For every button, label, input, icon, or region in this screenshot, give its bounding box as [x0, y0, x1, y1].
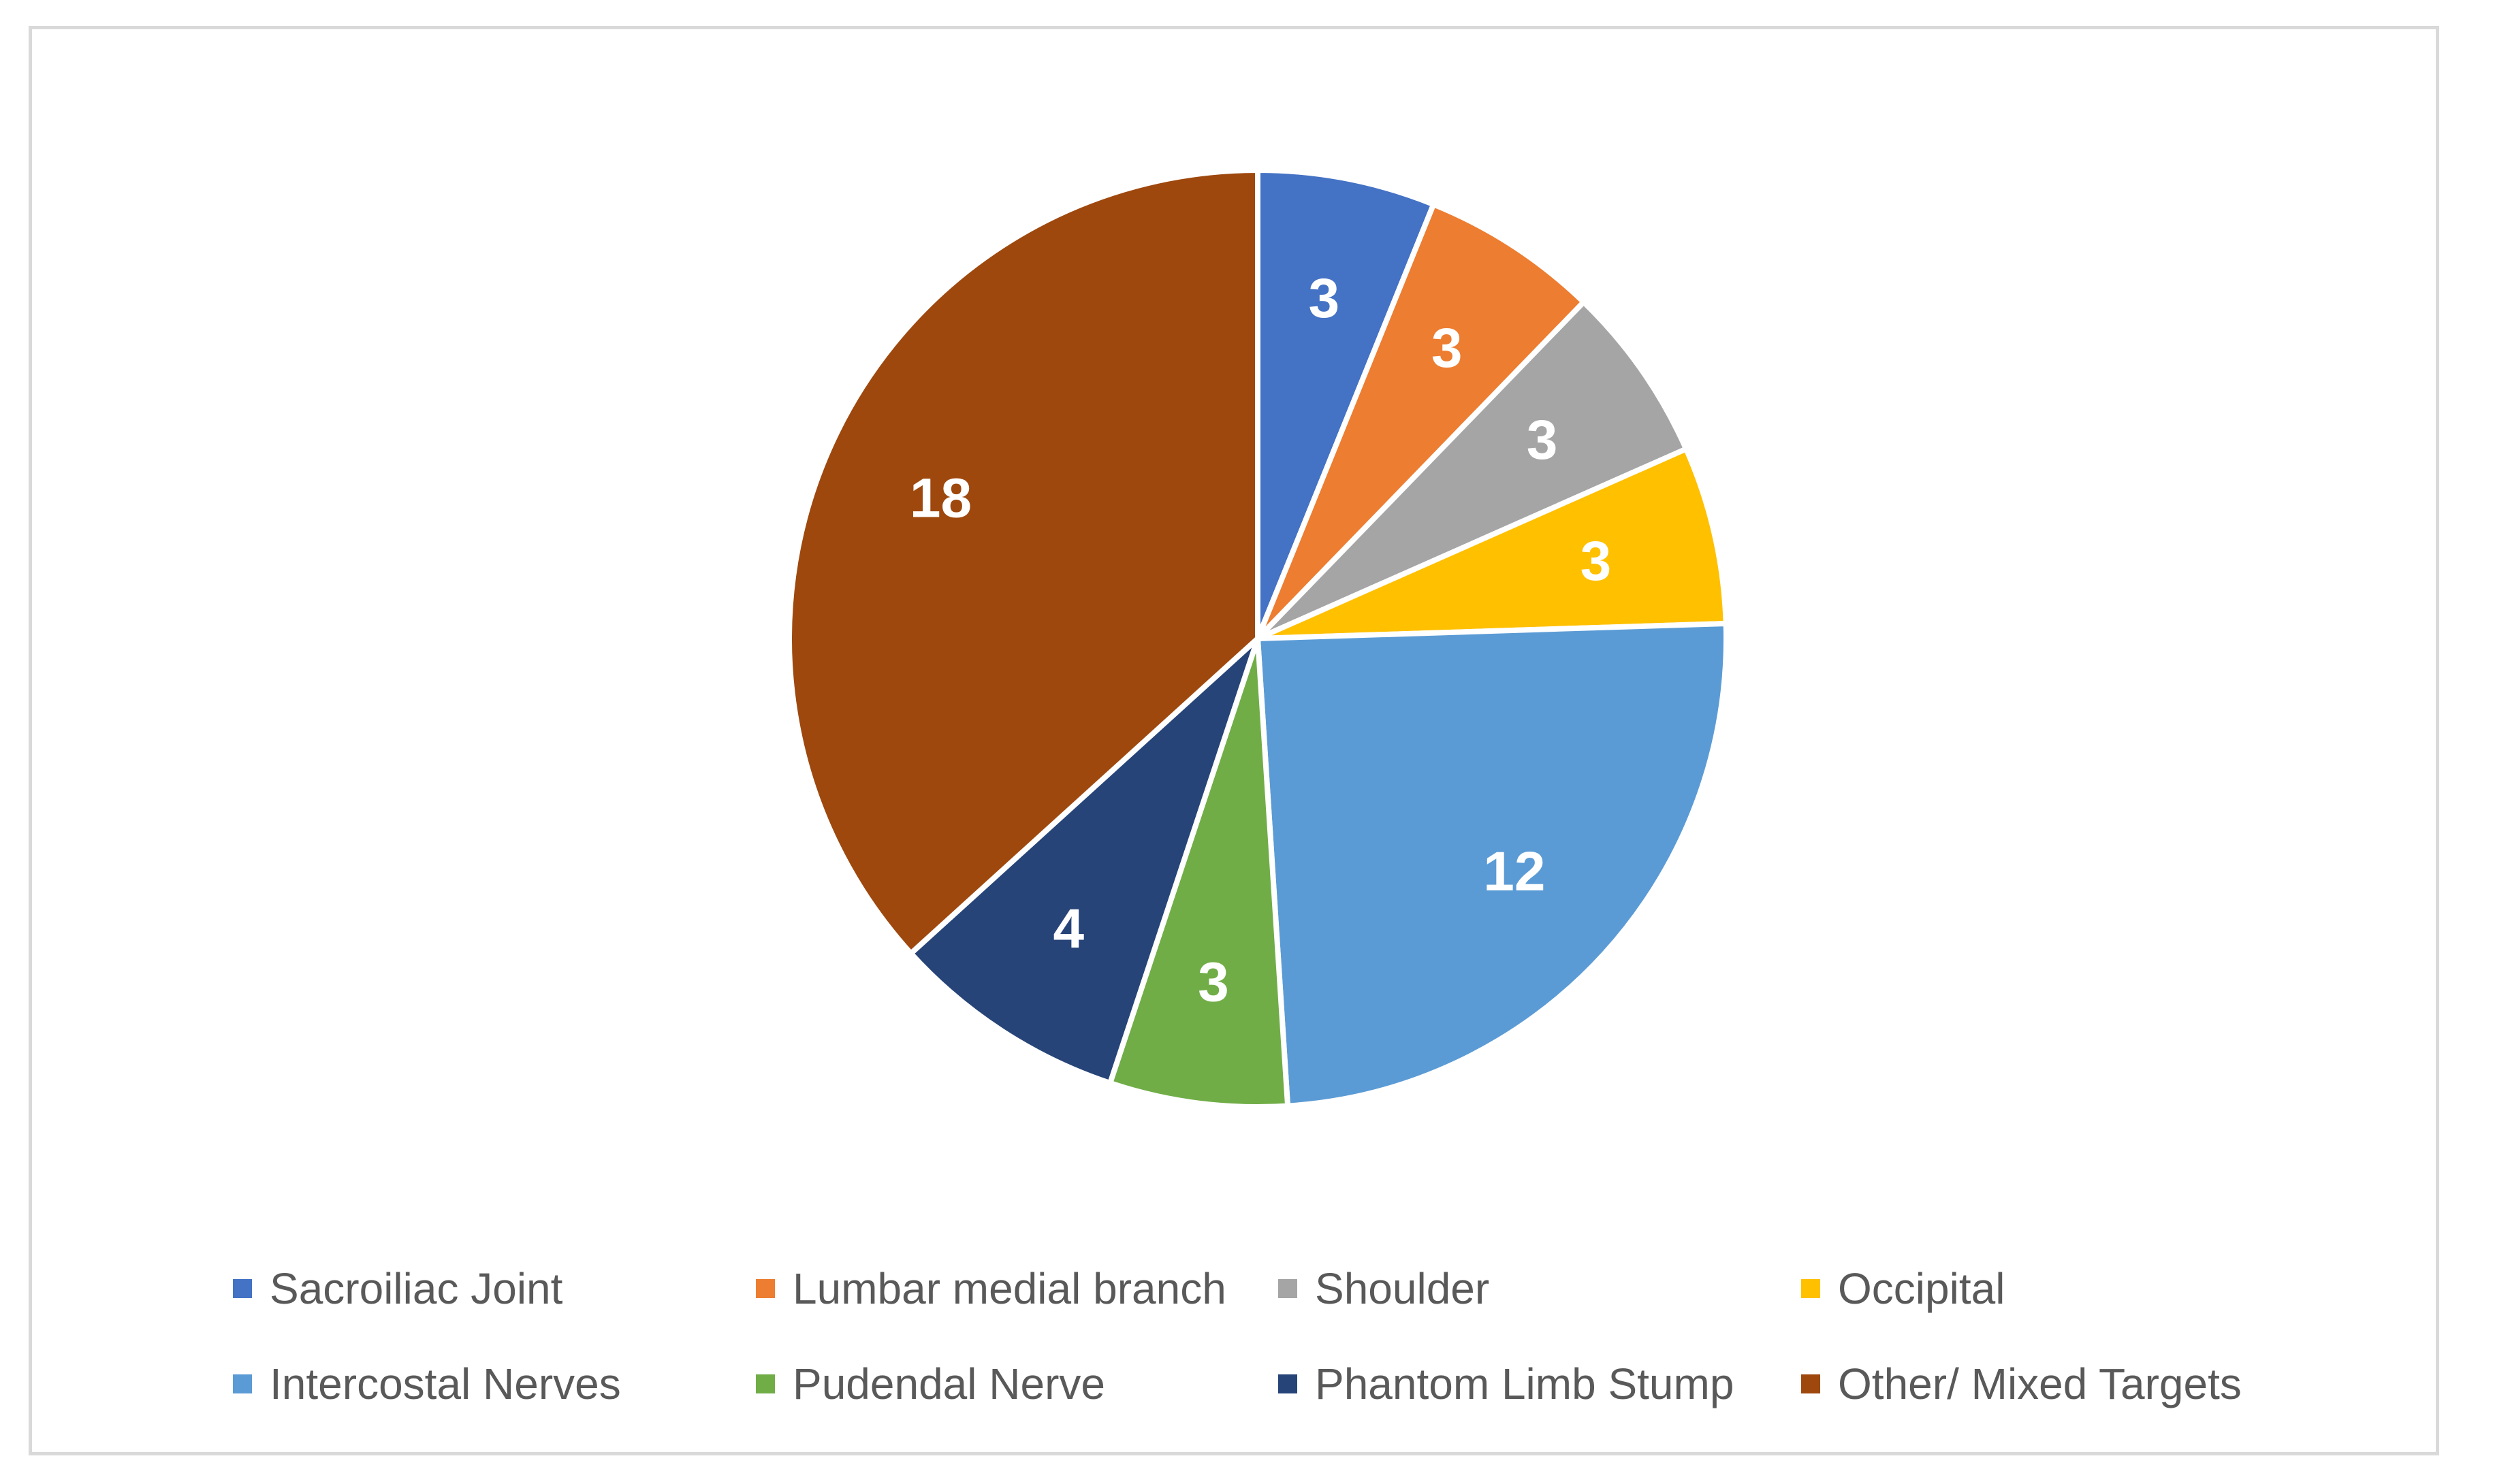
legend-label: Occipital — [1838, 1264, 2005, 1313]
data-label-phantom-limb-stump: 4 — [1053, 898, 1084, 960]
data-label-pudendal-nerve: 3 — [1198, 951, 1229, 1013]
legend-swatch — [1278, 1279, 1297, 1298]
pie-slice-sacroiliac-joint — [1255, 167, 1437, 641]
legend-item-pudendal-nerve: Pudendal Nerve — [756, 1357, 1105, 1411]
legend-swatch — [1801, 1374, 1820, 1393]
legend-label: Sacroiliac Joint — [270, 1264, 563, 1313]
legend-swatch — [1278, 1374, 1297, 1393]
pie-slice-intercostal-nerves — [1255, 620, 1730, 1109]
legend-label: Pudendal Nerve — [793, 1359, 1105, 1408]
legend-row: Intercostal Nerves Pudendal Nerve Phanto… — [233, 1357, 2344, 1452]
legend-item-phantom-limb-stump: Phantom Limb Stump — [1278, 1357, 1734, 1411]
legend-swatch — [756, 1279, 775, 1298]
legend-swatch — [756, 1374, 775, 1393]
data-label-lumbar-medial-branch: 3 — [1431, 317, 1463, 379]
data-label-intercostal-nerves: 12 — [1483, 841, 1545, 903]
pie-slice-shoulder — [1255, 299, 1689, 641]
legend: Sacroiliac Joint Lumbar medial branch Sh… — [233, 1261, 2344, 1452]
legend-label: Lumbar medial branch — [793, 1264, 1226, 1313]
pie-slice-occipital — [1255, 446, 1729, 641]
data-label-sacroiliac-joint: 3 — [1308, 268, 1339, 329]
legend-item-lumbar-medial-branch: Lumbar medial branch — [756, 1261, 1226, 1316]
legend-label: Shoulder — [1315, 1264, 1490, 1313]
pie-slice-pudendal-nerve — [1107, 636, 1291, 1110]
legend-item-intercostal-nerves: Intercostal Nerves — [233, 1357, 621, 1411]
chart-frame: 3 3 3 3 12 3 4 18 Sacroiliac Joint Lumbar media… — [29, 26, 2439, 1455]
pie-slice-lumbar-medial-branch — [1255, 201, 1587, 641]
legend-label: Phantom Limb Stump — [1315, 1359, 1734, 1408]
legend-item-sacroiliac-joint: Sacroiliac Joint — [233, 1261, 562, 1316]
legend-label: Intercostal Nerves — [270, 1359, 621, 1408]
legend-item-other-mixed-targets: Other/ Mixed Targets — [1801, 1357, 2242, 1411]
legend-swatch — [1801, 1279, 1820, 1298]
legend-swatch — [233, 1374, 252, 1393]
legend-label: Other/ Mixed Targets — [1838, 1359, 2242, 1408]
legend-item-shoulder: Shoulder — [1278, 1261, 1489, 1316]
data-label-other-mixed-targets: 18 — [910, 467, 972, 529]
data-label-shoulder: 3 — [1527, 409, 1558, 471]
pie-slice-other-mixed-targets — [787, 167, 1260, 956]
legend-row: Sacroiliac Joint Lumbar medial branch Sh… — [233, 1261, 2344, 1357]
legend-item-occipital: Occipital — [1801, 1261, 2005, 1316]
pie-slice-phantom-limb-stump — [908, 636, 1260, 1086]
data-label-occipital: 3 — [1580, 530, 1612, 592]
legend-swatch — [233, 1279, 252, 1298]
